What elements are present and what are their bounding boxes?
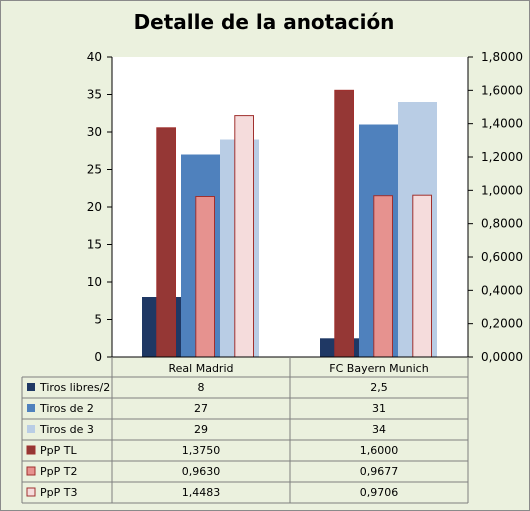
- right-tick-label: 1,8000: [481, 50, 523, 64]
- data-label: 29: [194, 423, 208, 436]
- right-tick-label: 1,4000: [481, 117, 523, 131]
- legend-key: [26, 466, 36, 476]
- left-tick-label: 20: [87, 200, 102, 214]
- left-tick-label: 5: [94, 313, 102, 327]
- left-tick-label: 0: [94, 350, 102, 364]
- legend-key: [26, 445, 36, 455]
- data-label: 31: [372, 402, 386, 415]
- right-tick-label: 1,2000: [481, 150, 523, 164]
- data-label: 27: [194, 402, 208, 415]
- left-tick-label: 30: [87, 125, 102, 139]
- right-tick-label: 0,6000: [481, 250, 523, 264]
- left-tick-label: 15: [87, 238, 102, 252]
- bar: [334, 89, 354, 358]
- data-label: 34: [372, 423, 386, 436]
- right-tick-label: 0,0000: [481, 350, 523, 364]
- bar: [373, 195, 393, 358]
- legend-label: Tiros libres/2: [39, 381, 110, 394]
- legend-label: Tiros de 3: [39, 423, 94, 436]
- data-label: 1,4483: [182, 486, 221, 499]
- legend-label: PpP TL: [40, 444, 77, 457]
- data-label: 0,9706: [360, 486, 399, 499]
- category-label: Real Madrid: [169, 362, 234, 375]
- category-label: FC Bayern Munich: [329, 362, 428, 375]
- bar: [156, 127, 177, 358]
- right-tick-label: 1,6000: [481, 83, 523, 97]
- right-tick-label: 1,0000: [481, 183, 523, 197]
- right-tick-label: 0,8000: [481, 217, 523, 231]
- left-tick-label: 10: [87, 275, 102, 289]
- legend-label: Tiros de 2: [39, 402, 94, 415]
- legend-key: [27, 383, 35, 391]
- right-tick-label: 0,4000: [481, 283, 523, 297]
- legend-key: [27, 425, 35, 433]
- chart-title: Detalle de la anotación: [133, 10, 395, 34]
- bar: [195, 196, 216, 358]
- data-label: 1,3750: [182, 444, 221, 457]
- left-tick-label: 35: [87, 88, 102, 102]
- bar: [412, 194, 432, 358]
- left-tick-label: 25: [87, 163, 102, 177]
- bar: [234, 115, 255, 358]
- legend-label: PpP T2: [40, 465, 77, 478]
- data-label: 0,9630: [182, 465, 221, 478]
- data-label: 8: [198, 381, 205, 394]
- right-tick-label: 0,2000: [481, 317, 523, 331]
- left-tick-label: 40: [87, 50, 102, 64]
- legend-label: PpP T3: [40, 486, 77, 499]
- data-label: 0,9677: [360, 465, 399, 478]
- legend-key: [27, 404, 35, 412]
- legend-key: [26, 487, 36, 497]
- data-label: 2,5: [370, 381, 388, 394]
- data-label: 1,6000: [360, 444, 399, 457]
